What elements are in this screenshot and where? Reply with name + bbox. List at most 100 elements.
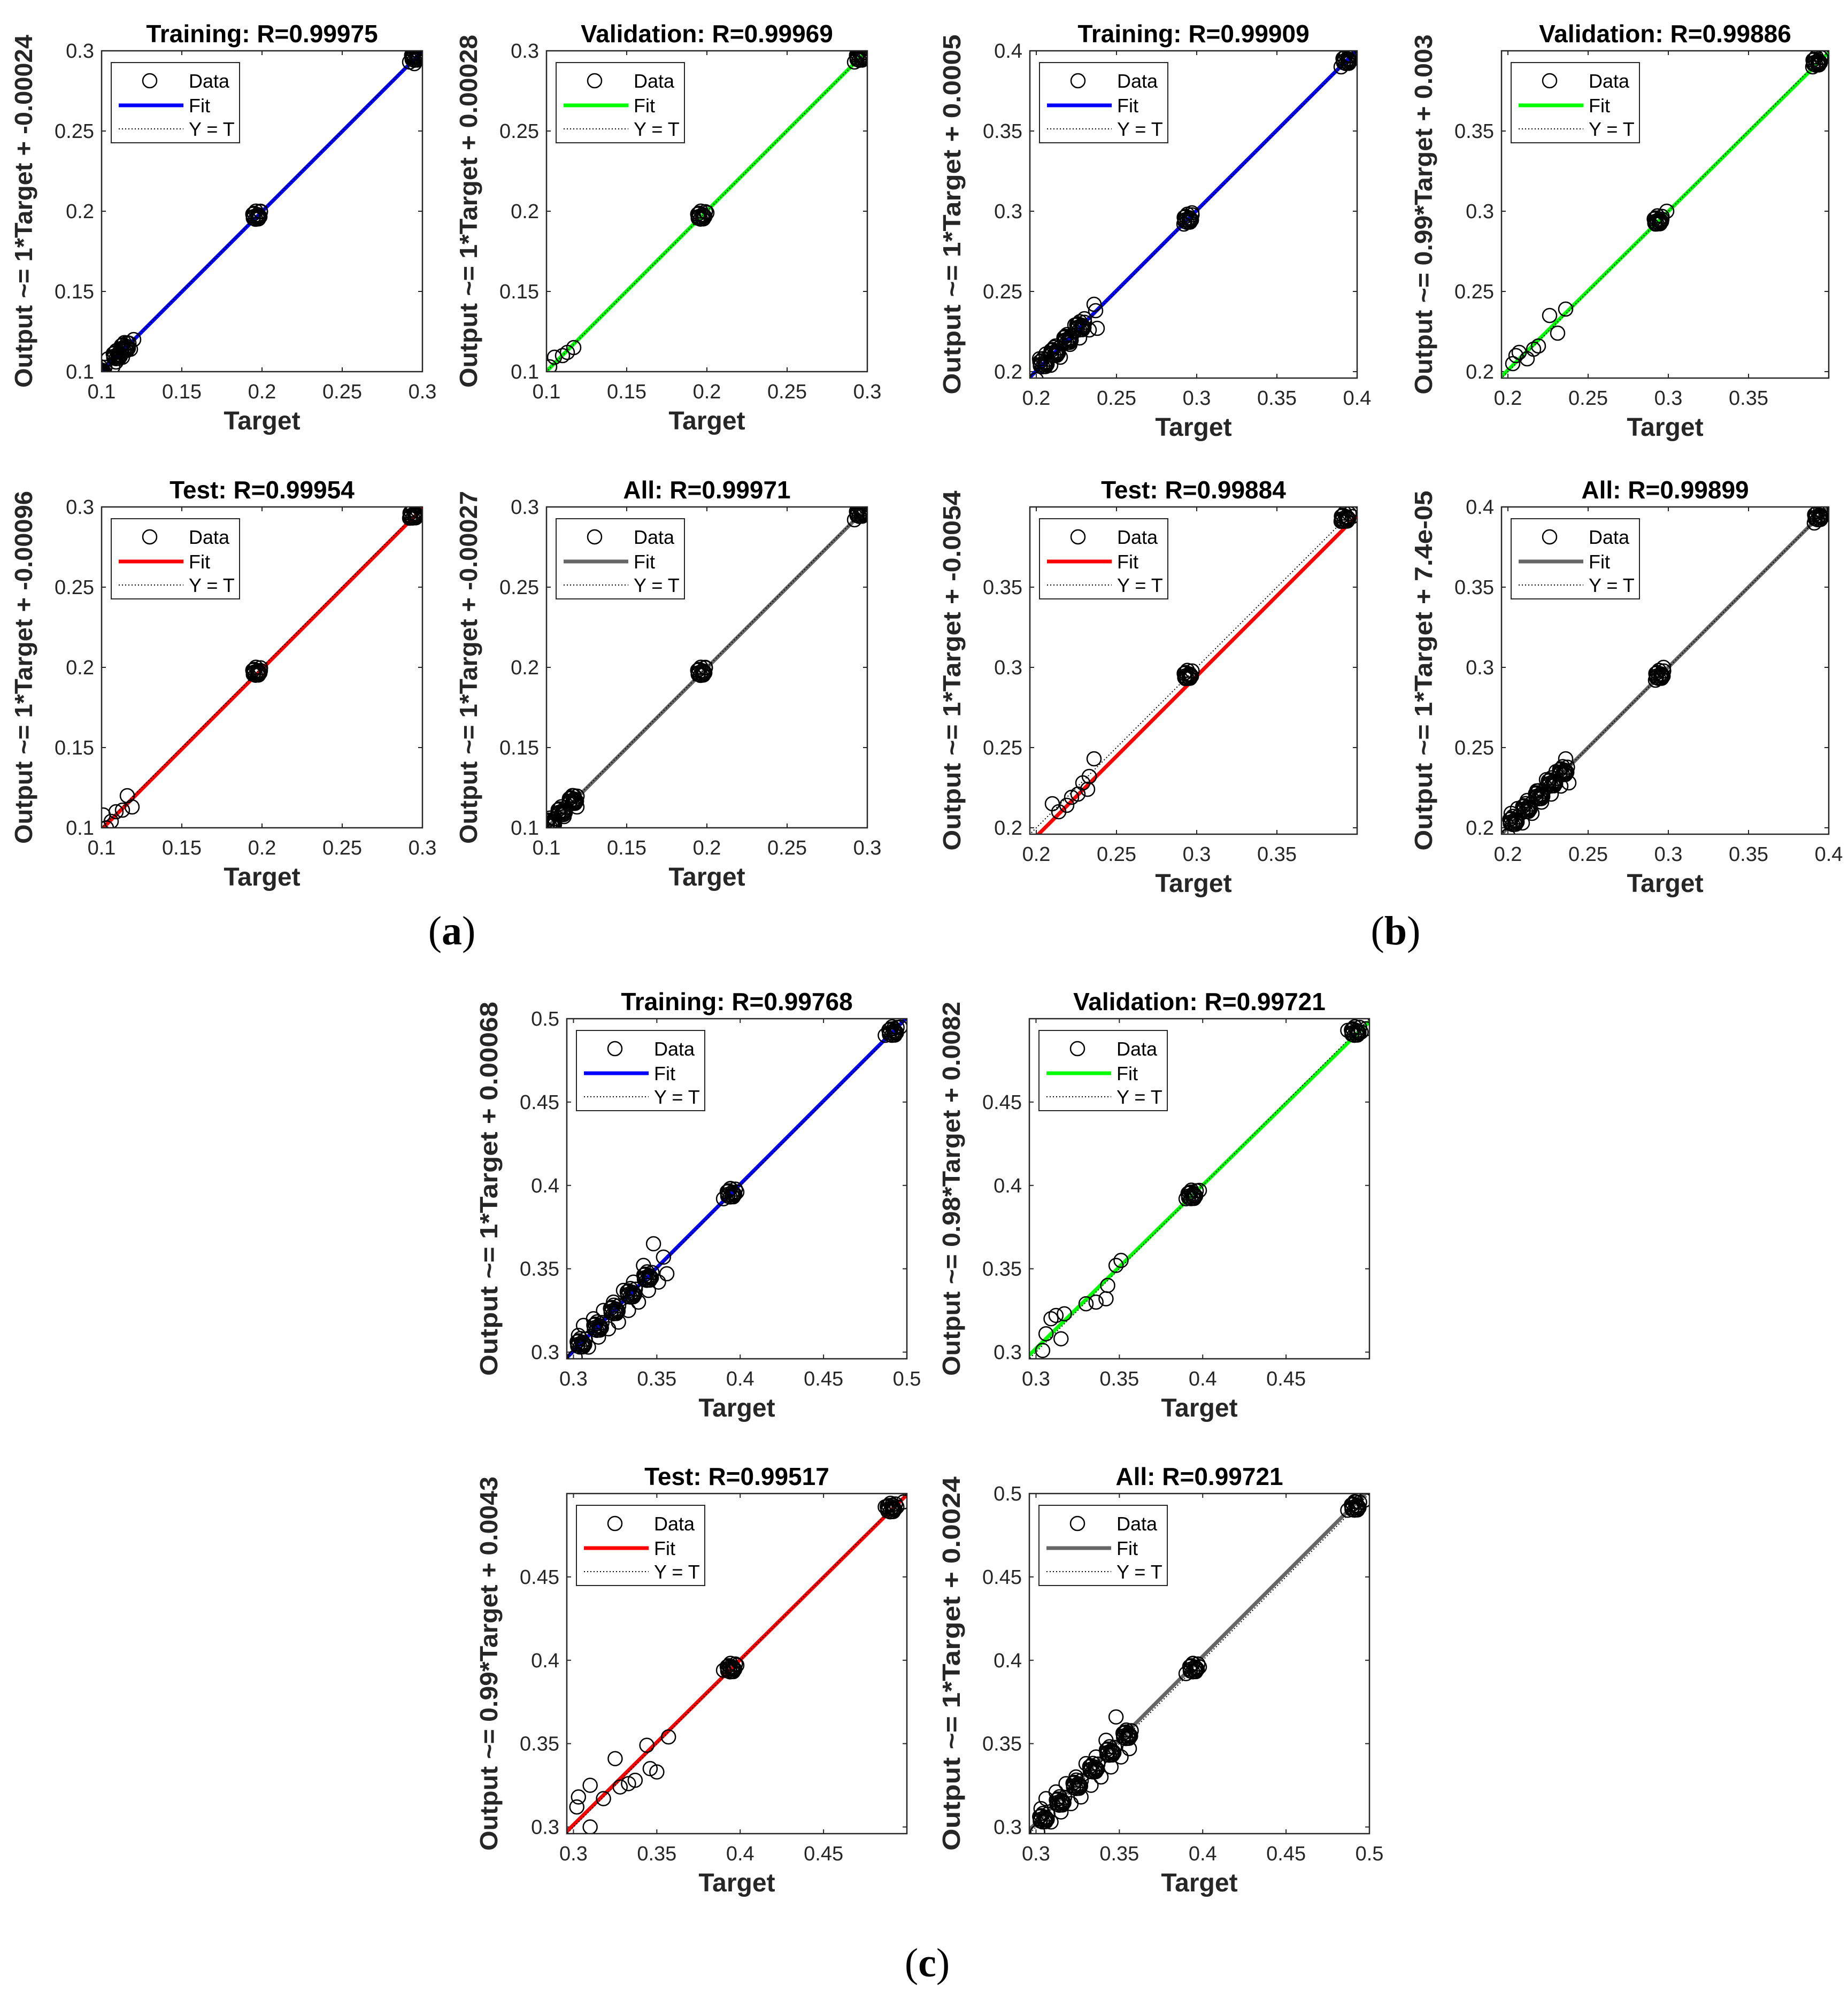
x-tick-label: 0.25 (322, 837, 362, 859)
data-point (697, 659, 713, 675)
x-axis-label: Target (698, 1869, 775, 1897)
x-tick-label: 0.2 (1022, 387, 1051, 410)
chart-b-validation: 0.2 0.25 0.3 0.35 0.2 0.25 0.3 0.35 Validation: … (1410, 20, 1830, 442)
data-point (102, 351, 116, 367)
x-tick-label: 0.35 (1729, 843, 1768, 866)
x-tick-label: 0.2 (248, 837, 276, 859)
x-tick-label: 0.45 (804, 1843, 843, 1865)
data-point (1648, 666, 1664, 681)
legend-data-label: Data (189, 70, 230, 92)
data-point (403, 509, 418, 525)
ideal-line (1030, 507, 1357, 834)
data-point (649, 1764, 665, 1780)
data-point (720, 1188, 736, 1204)
y-tick-label: 0.5 (531, 1008, 559, 1030)
data-point (1333, 59, 1349, 75)
x-tick-label: 0.4 (1189, 1368, 1217, 1390)
x-tick-label: 0.3 (853, 837, 882, 859)
data-point (1182, 1663, 1198, 1679)
chart-title: All: R=0.99899 (1581, 476, 1749, 504)
data-point (581, 1339, 596, 1355)
data-point (1088, 1749, 1104, 1765)
chart-title: All: R=0.99721 (1115, 1463, 1283, 1490)
chart-b-all: 0.2 0.25 0.3 0.35 0.4 0.2 0.25 0.3 0.35 0.4 All: R… (1410, 476, 1843, 898)
data-layer (1502, 51, 1829, 378)
data-point (1121, 1741, 1137, 1757)
y-tick-label: 0.4 (994, 40, 1022, 63)
data-point (1043, 1814, 1059, 1830)
axes-frame (101, 50, 424, 373)
data-point (1342, 53, 1357, 69)
data-point (1056, 1795, 1072, 1811)
data-point (1057, 328, 1073, 344)
legend-fit-label: Fit (1116, 1537, 1138, 1559)
data-point (1528, 790, 1544, 806)
data-point (1553, 778, 1569, 794)
legend-data-label: Data (1117, 526, 1158, 548)
data-point (606, 1294, 621, 1310)
data-point (569, 799, 585, 815)
y-tick-label: 0.25 (983, 281, 1022, 303)
y-tick-label: 0.35 (520, 1258, 559, 1281)
data-point (406, 56, 422, 72)
legend-ideal-label: Y = T (654, 1561, 700, 1583)
data-point (1118, 1724, 1134, 1740)
legend-data-marker (1070, 73, 1086, 89)
x-axis-label: Target (668, 863, 745, 891)
legend-ideal-label: Y = T (1117, 574, 1163, 596)
axes-frame (566, 1492, 908, 1835)
legend-data-marker (1542, 73, 1558, 89)
x-tick-label: 0.3 (1654, 387, 1683, 410)
y-tick-label: 0.15 (499, 281, 539, 303)
y-tick-label: 0.4 (1466, 496, 1494, 519)
data-point (122, 341, 138, 357)
chart-a-all: 0.1 0.15 0.2 0.25 0.3 0.1 0.15 0.2 0.25 0.3 All: R… (455, 476, 882, 891)
data-point (1561, 775, 1577, 791)
x-tick-label: 0.3 (559, 1368, 588, 1390)
x-tick-label: 0.5 (1356, 1843, 1384, 1865)
data-layer (546, 51, 867, 372)
chart-title: Validation: R=0.99886 (1539, 20, 1791, 48)
y-tick-label: 0.2 (1466, 361, 1494, 383)
x-tick-label: 0.3 (853, 381, 882, 403)
chart-a-validation: 0.1 0.15 0.2 0.25 0.3 0.1 0.15 0.2 0.25 0.3 Valida… (455, 20, 882, 435)
y-tick-label: 0.35 (983, 576, 1022, 599)
y-axis-label: Output ~= 1*Target + -0.00027 (455, 491, 482, 844)
data-point (1183, 1184, 1199, 1200)
data-point (561, 796, 577, 812)
x-tick-label: 0.2 (1494, 387, 1522, 410)
y-tick-label: 0.35 (520, 1733, 559, 1756)
y-tick-label: 0.25 (499, 120, 539, 143)
data-point (697, 665, 713, 681)
data-point (103, 813, 119, 828)
data-point (546, 359, 558, 372)
y-tick-label: 0.3 (511, 40, 539, 63)
data-point (546, 818, 560, 828)
x-tick-label: 0.25 (767, 381, 807, 403)
data-point (1646, 211, 1662, 227)
data-point (1182, 667, 1198, 683)
data-point (1558, 301, 1574, 317)
data-point (1053, 1331, 1069, 1346)
data-point (1505, 356, 1521, 372)
data-point (1059, 797, 1075, 813)
data-point (569, 1799, 584, 1815)
chart-c-test: 0.3 0.35 0.4 0.45 0.3 0.35 0.4 0.45 Test: R=0.99… (475, 1463, 908, 1897)
data-point (252, 663, 268, 679)
data-point (1503, 815, 1518, 832)
x-tick-label: 0.25 (322, 381, 362, 403)
x-tick-label: 0.3 (1654, 843, 1683, 866)
y-tick-label: 0.4 (531, 1175, 559, 1197)
data-point (1550, 325, 1566, 341)
y-tick-label: 0.1 (511, 817, 539, 840)
data-point (1814, 509, 1829, 525)
data-point (1534, 794, 1550, 810)
y-tick-label: 0.4 (994, 1175, 1022, 1197)
x-tick-label: 0.1 (88, 381, 116, 403)
data-point (114, 802, 130, 818)
legend-data-marker (142, 529, 158, 545)
x-tick-label: 0.1 (533, 837, 561, 859)
